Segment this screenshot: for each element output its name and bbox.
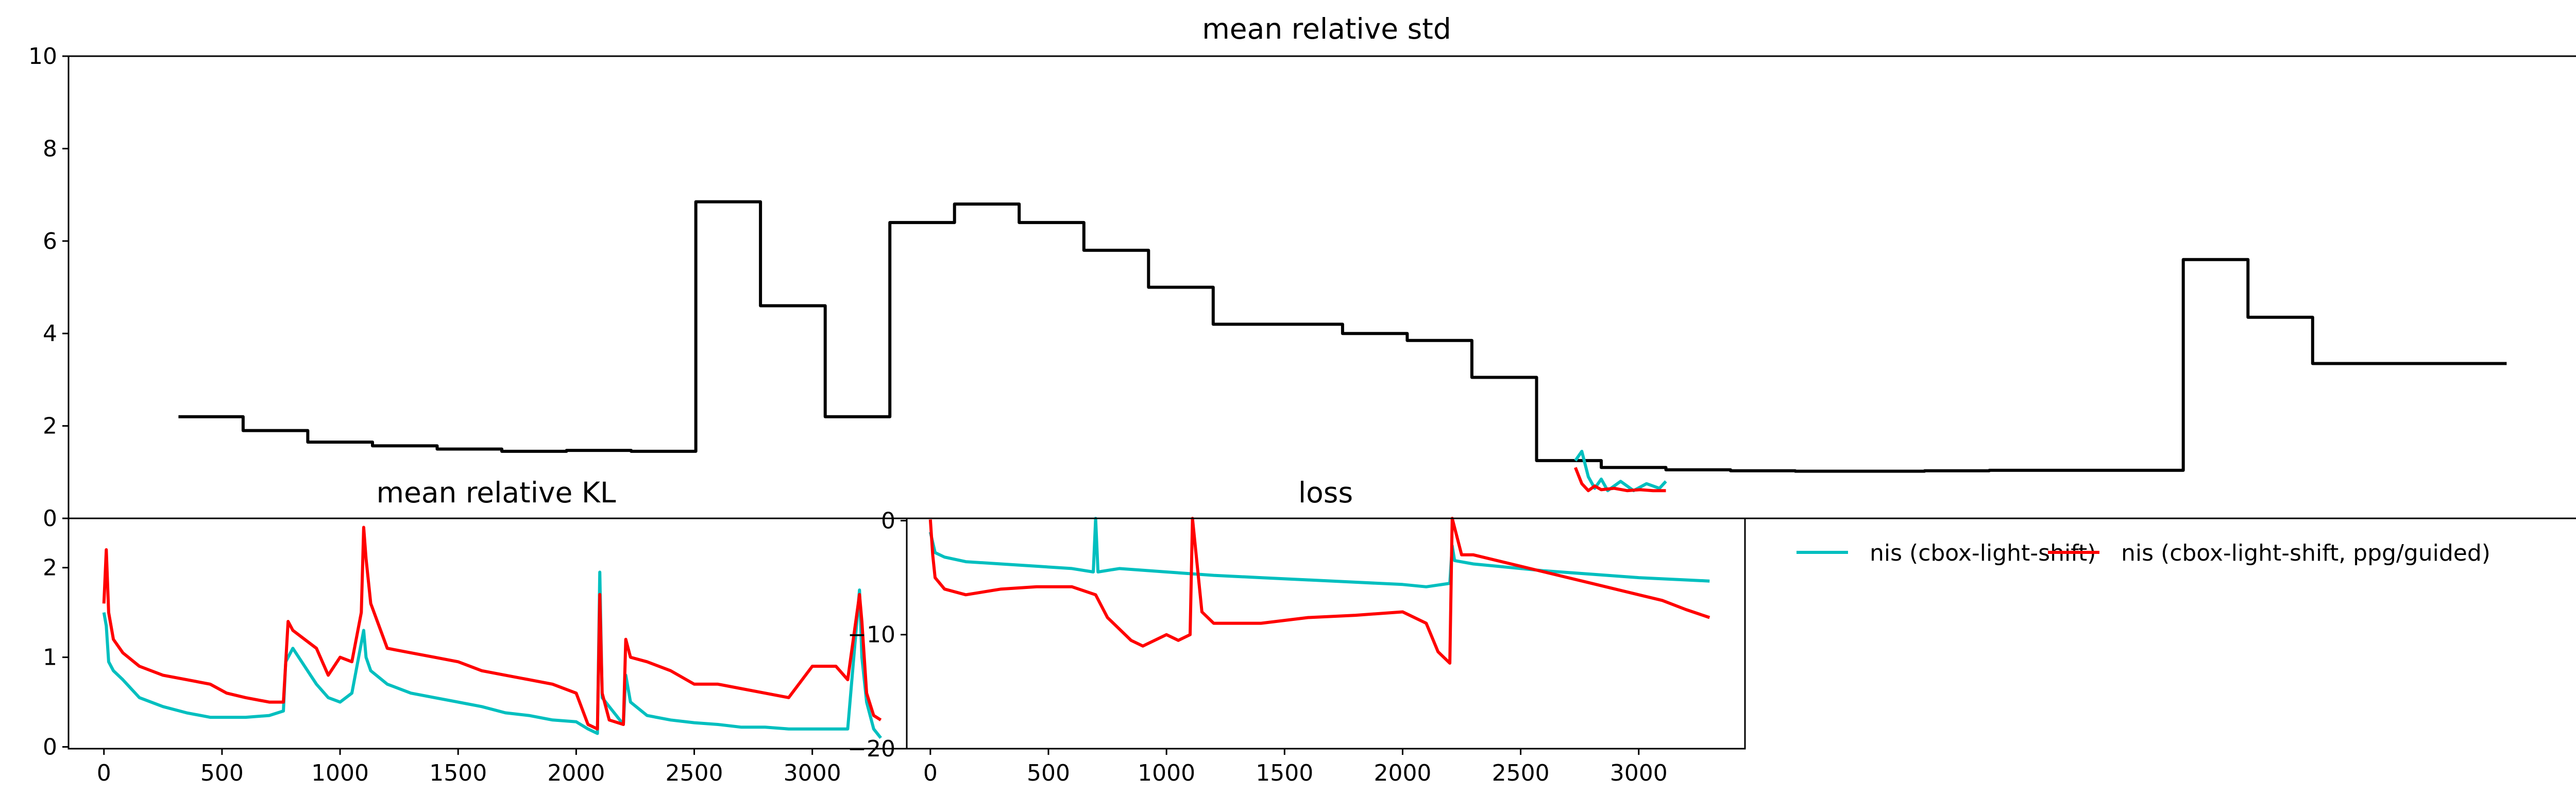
loss-ticks-group: 0 −10 −20 0 500 1000 1500 2000 2500 3000	[848, 508, 1668, 786]
kl-xtick-label: 1500	[429, 760, 487, 786]
kl-xtick-label: 0	[97, 760, 111, 786]
kl-title: mean relative KL	[376, 476, 616, 509]
kl-xtick-label: 500	[200, 760, 244, 786]
std-axes: mean relative std 0 2 4 6 8 10	[28, 12, 2576, 532]
kl-series-group	[102, 526, 882, 739]
kl-xtick-label: 1000	[311, 760, 369, 786]
loss-xtick-label: 2000	[1374, 760, 1431, 786]
kl-ytick-label: 0	[43, 734, 57, 761]
kl-xtick-label: 3000	[784, 760, 841, 786]
kl-axes: mean relative KL 0 1 2 0 500 1000 1500 2000 2500…	[43, 476, 908, 786]
std-series-group	[178, 200, 2507, 493]
legend: nis (cbox-light-shift) nis (cbox-light-s…	[1797, 540, 2490, 566]
loss-xtick-label: 1000	[1138, 760, 1195, 786]
std-ytick-label: 0	[43, 505, 57, 532]
kl-ticks-group: 0 1 2 0 500 1000 1500 2000 2500 3000	[43, 555, 841, 786]
legend-label-red: nis (cbox-light-shift, ppg/guided)	[2121, 540, 2490, 566]
loss-xtick-label: 2500	[1492, 760, 1550, 786]
std-ytick-label: 10	[28, 43, 57, 70]
std-title: mean relative std	[1202, 12, 1451, 45]
loss-ytick-label: −10	[848, 622, 895, 648]
kl-ytick-label: 2	[43, 555, 57, 581]
kl-xtick-label: 2500	[666, 760, 723, 786]
loss-ytick-label: 0	[881, 508, 895, 534]
loss-series-line-0	[928, 517, 1710, 588]
std-ytick-label: 2	[43, 413, 57, 440]
kl-ytick-label: 1	[43, 645, 57, 671]
loss-xtick-label: 3000	[1610, 760, 1668, 786]
std-ytick-label: 4	[43, 320, 57, 347]
loss-xtick-label: 1500	[1256, 760, 1313, 786]
loss-series-group	[928, 517, 1710, 665]
loss-title: loss	[1298, 476, 1353, 509]
loss-ytick-label: −20	[848, 736, 895, 762]
loss-xtick-label: 500	[1027, 760, 1070, 786]
loss-axes: loss 0 −10 −20 0 500 1000 1500 2000 2500 3000	[848, 476, 1746, 786]
std-ticks-group: 0 2 4 6 8 10	[28, 43, 69, 532]
kl-series-line-1	[102, 526, 882, 731]
std-series-line-0	[178, 200, 2507, 473]
std-series-line-1	[1574, 449, 1667, 493]
loss-series-line-1	[928, 517, 1710, 665]
std-ytick-label: 6	[43, 228, 57, 255]
std-ytick-label: 8	[43, 136, 57, 162]
loss-axes-frame	[906, 517, 1746, 750]
loss-xtick-label: 0	[923, 760, 938, 786]
std-series-line-2	[1574, 467, 1666, 493]
kl-series-line-0	[102, 570, 882, 739]
kl-xtick-label: 2000	[547, 760, 605, 786]
